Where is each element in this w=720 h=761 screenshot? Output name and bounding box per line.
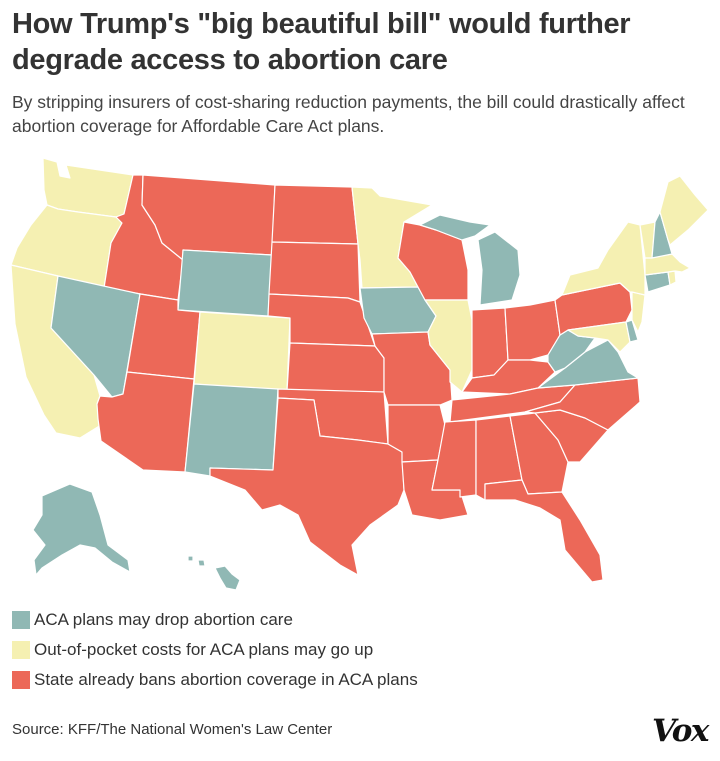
- state-wyoming: [177, 249, 273, 317]
- legend-label: State already bans abortion coverage in …: [34, 670, 418, 689]
- state-north-dakota: [271, 184, 359, 245]
- legend-label: ACA plans may drop abortion care: [34, 610, 293, 629]
- legend-label: Out-of-pocket costs for ACA plans may go…: [34, 640, 374, 659]
- state-new-mexico: [184, 383, 279, 477]
- legend-swatch-yellow: [12, 641, 30, 659]
- state-new-york: [561, 221, 646, 296]
- state-massachusetts: [644, 253, 691, 276]
- state-rhode-island: [667, 270, 677, 286]
- state-maine: [659, 175, 709, 246]
- state-hawaii: [187, 555, 241, 591]
- source-note: Source: KFF/The National Women's Law Cen…: [12, 721, 333, 738]
- vox-logo: Vox: [652, 713, 709, 749]
- state-south-dakota: [268, 241, 361, 303]
- state-texas: [209, 397, 405, 576]
- state-north-carolina: [524, 377, 641, 431]
- state-new-hampshire: [651, 211, 673, 259]
- state-colorado: [193, 311, 291, 392]
- chart-subtitle: By stripping insurers of cost-sharing re…: [12, 92, 685, 136]
- state-illinois: [424, 299, 473, 393]
- state-delaware: [625, 319, 639, 343]
- state-kansas: [286, 342, 385, 393]
- state-florida: [484, 479, 604, 583]
- legend-swatch-red: [12, 671, 30, 689]
- chart-title: How Trump's "big beautiful bill" would f…: [12, 8, 631, 76]
- legend-swatch-teal: [12, 611, 30, 629]
- state-michigan: [419, 214, 521, 306]
- us-map: [10, 157, 709, 591]
- state-alaska: [32, 483, 131, 576]
